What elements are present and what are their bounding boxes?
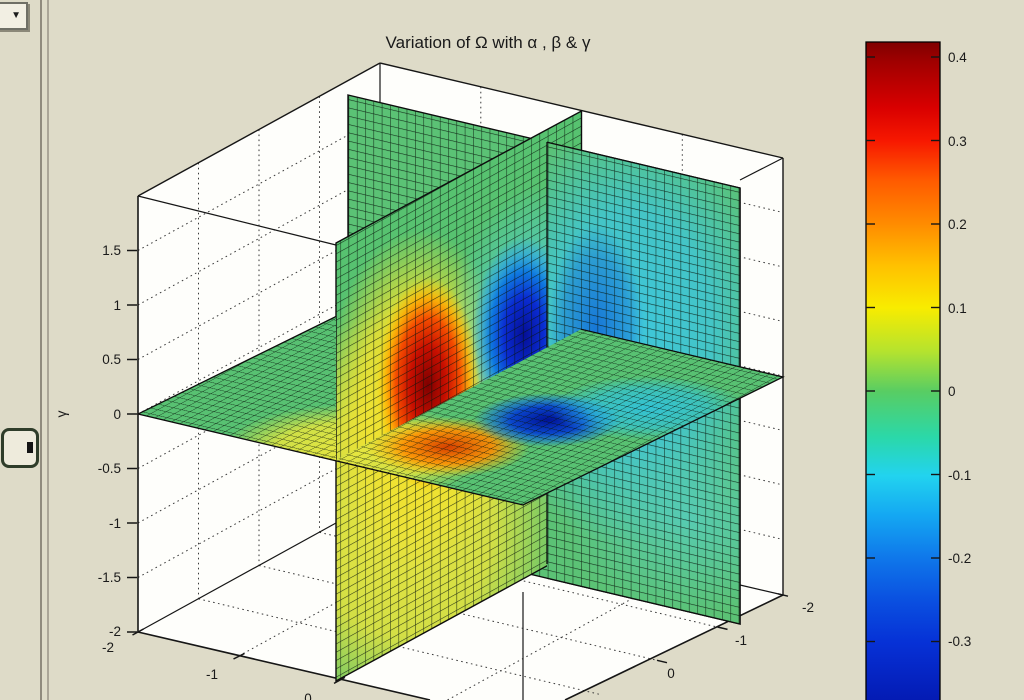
colorbar-tick-label: 0.3 [948, 134, 967, 149]
colorbar-tick-label: -0.2 [948, 551, 971, 566]
colorbar: 0.4 0.3 0.2 0.1 0 -0.1 -0.2 -0.3 [865, 41, 971, 700]
colorbar-ticks [866, 56, 940, 643]
colorbar-tick-label: -0.1 [948, 468, 971, 483]
gamma-tick-label: 1 [113, 298, 121, 313]
slice-gamma-zero-plane [136, 285, 785, 506]
gamma-tick-label: 0.5 [102, 352, 121, 367]
plot-title: Variation of Ω with α , β & γ [386, 33, 591, 52]
gamma-tick-label: -1 [109, 516, 121, 531]
beta-tick-label: 0 [667, 666, 675, 681]
button-glyph-icon [27, 442, 33, 453]
gamma-tick-label: -2 [109, 624, 121, 639]
partial-toolbar-button[interactable] [1, 428, 39, 468]
box-edges [137, 62, 784, 700]
beta-tick-label: -1 [735, 633, 747, 648]
colorbar-tick-label: 0.1 [948, 301, 967, 316]
beta-tick-label: -2 [802, 600, 814, 615]
gamma-axis-label: γ [53, 411, 69, 418]
colorbar-tick-label: -0.3 [948, 634, 971, 649]
dropdown-arrow-icon: ▼ [11, 10, 21, 21]
toolbar-dropdown-button[interactable]: ▼ [0, 2, 28, 30]
gamma-tick-label: -1.5 [98, 570, 121, 585]
panel-separator-line [40, 0, 42, 700]
colorbar-tick-label: 0.4 [948, 50, 967, 65]
beta-axis: 0 -1 -2 [656, 593, 814, 681]
alpha-axis: -2 -1 0 [102, 628, 346, 700]
colorbar-tick-label: 0 [948, 384, 956, 399]
panel-separator-line [47, 0, 49, 700]
gamma-tick-label: 1.5 [102, 243, 121, 258]
alpha-tick-label: -1 [206, 667, 218, 682]
gamma-tick-label: 0 [113, 407, 121, 422]
alpha-tick-label: -2 [102, 640, 114, 655]
colorbar-tick-label: 0.2 [948, 217, 967, 232]
gamma-tick-label: -0.5 [98, 461, 121, 476]
alpha-tick-label: 0 [304, 691, 312, 700]
gamma-axis: 1.5 1 0.5 0 -0.5 -1 -1.5 -2 γ [53, 243, 137, 639]
